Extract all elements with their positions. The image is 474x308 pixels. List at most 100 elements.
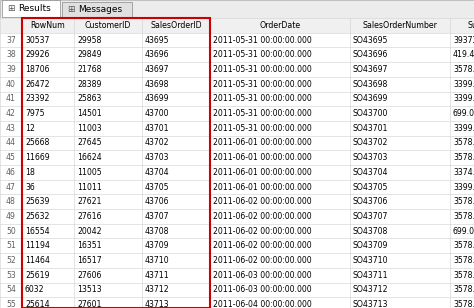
- Text: SO43698: SO43698: [353, 80, 388, 89]
- Text: 29926: 29926: [25, 50, 49, 59]
- Text: 43703: 43703: [145, 153, 170, 162]
- Text: SO43704: SO43704: [353, 168, 389, 177]
- Text: 2011-06-01 00:00:00.000: 2011-06-01 00:00:00.000: [213, 139, 312, 148]
- Text: 43709: 43709: [145, 241, 170, 250]
- Text: 2011-05-31 00:00:00.000: 2011-05-31 00:00:00.000: [213, 94, 312, 103]
- Text: 48: 48: [6, 197, 16, 206]
- Text: 38: 38: [6, 50, 16, 59]
- Text: 16554: 16554: [25, 227, 50, 236]
- Text: ⊞: ⊞: [7, 4, 15, 13]
- Text: 3578.27: 3578.27: [453, 153, 474, 162]
- Text: 43: 43: [6, 124, 16, 133]
- Text: 13513: 13513: [77, 286, 101, 294]
- Bar: [0, 209, 474, 224]
- Bar: [0, 136, 474, 150]
- Text: SO43709: SO43709: [353, 241, 388, 250]
- Text: 2011-06-02 00:00:00.000: 2011-06-02 00:00:00.000: [213, 227, 311, 236]
- Text: 41: 41: [6, 94, 16, 103]
- Text: 30537: 30537: [25, 35, 49, 45]
- Text: 7975: 7975: [25, 109, 45, 118]
- Text: 3374.99: 3374.99: [453, 168, 474, 177]
- Text: 6032: 6032: [25, 286, 45, 294]
- Text: 42: 42: [6, 109, 16, 118]
- Bar: [0, 180, 474, 194]
- Text: 419.4589: 419.4589: [453, 50, 474, 59]
- Text: 27606: 27606: [77, 271, 101, 280]
- Text: 23392: 23392: [25, 94, 49, 103]
- Text: 2011-06-02 00:00:00.000: 2011-06-02 00:00:00.000: [213, 212, 311, 221]
- Text: 21768: 21768: [77, 65, 101, 74]
- Text: 43700: 43700: [145, 109, 170, 118]
- Text: 3578.27: 3578.27: [453, 271, 474, 280]
- Text: 3578.27: 3578.27: [453, 65, 474, 74]
- Text: SO43712: SO43712: [353, 286, 389, 294]
- Text: 16517: 16517: [77, 256, 101, 265]
- Text: 2011-06-01 00:00:00.000: 2011-06-01 00:00:00.000: [213, 183, 312, 192]
- Bar: [0, 62, 474, 77]
- Text: 3578.27: 3578.27: [453, 212, 474, 221]
- Text: 53: 53: [6, 271, 16, 280]
- Text: 2011-06-02 00:00:00.000: 2011-06-02 00:00:00.000: [213, 256, 311, 265]
- Text: 3399.99: 3399.99: [453, 183, 474, 192]
- Text: SO43707: SO43707: [353, 212, 388, 221]
- Text: 43712: 43712: [145, 286, 170, 294]
- Text: 43699: 43699: [145, 94, 170, 103]
- Bar: [0, 106, 474, 121]
- Text: 43697: 43697: [145, 65, 170, 74]
- Text: SO43701: SO43701: [353, 124, 389, 133]
- Text: SubTotal: SubTotal: [467, 21, 474, 30]
- Text: 43696: 43696: [145, 50, 170, 59]
- Text: CustomerID: CustomerID: [85, 21, 131, 30]
- Text: ⊞: ⊞: [67, 5, 74, 14]
- Text: 28389: 28389: [77, 80, 101, 89]
- Text: 43701: 43701: [145, 124, 170, 133]
- Text: 3578.27: 3578.27: [453, 256, 474, 265]
- Text: 43711: 43711: [145, 271, 170, 280]
- Text: 16351: 16351: [77, 241, 101, 250]
- Text: 25639: 25639: [25, 197, 49, 206]
- Text: 43704: 43704: [145, 168, 170, 177]
- Text: 11011: 11011: [77, 183, 102, 192]
- Bar: [22, 18, 210, 308]
- Text: SO43708: SO43708: [353, 227, 388, 236]
- Text: 25668: 25668: [25, 139, 49, 148]
- Text: 37: 37: [6, 35, 16, 45]
- Text: 14501: 14501: [77, 109, 102, 118]
- Text: 43713: 43713: [145, 300, 170, 308]
- Text: 3399.99: 3399.99: [453, 94, 474, 103]
- Text: 43707: 43707: [145, 212, 170, 221]
- Text: 25632: 25632: [25, 212, 49, 221]
- Text: 43702: 43702: [145, 139, 170, 148]
- Text: 26472: 26472: [25, 80, 49, 89]
- Text: 3578.27: 3578.27: [453, 300, 474, 308]
- Text: 16624: 16624: [77, 153, 101, 162]
- Text: 36: 36: [25, 183, 35, 192]
- Text: SO43710: SO43710: [353, 256, 389, 265]
- Text: 3399.99: 3399.99: [453, 124, 474, 133]
- Text: 43698: 43698: [145, 80, 170, 89]
- Text: 2011-06-02 00:00:00.000: 2011-06-02 00:00:00.000: [213, 197, 311, 206]
- Bar: [0, 283, 474, 297]
- Text: SalesOrderID: SalesOrderID: [150, 21, 202, 30]
- Text: SO43697: SO43697: [353, 65, 388, 74]
- Text: SO43699: SO43699: [353, 94, 388, 103]
- Text: 39373.781: 39373.781: [453, 35, 474, 45]
- Bar: [0, 224, 474, 238]
- Text: SO43702: SO43702: [353, 139, 388, 148]
- Text: 20042: 20042: [77, 227, 101, 236]
- Text: 55: 55: [6, 300, 16, 308]
- Text: RowNum: RowNum: [31, 21, 65, 30]
- Text: 27621: 27621: [77, 197, 101, 206]
- Text: 25614: 25614: [25, 300, 50, 308]
- Text: 29849: 29849: [77, 50, 101, 59]
- Text: 45: 45: [6, 153, 16, 162]
- Text: 2011-06-03 00:00:00.000: 2011-06-03 00:00:00.000: [213, 286, 311, 294]
- Text: SO43711: SO43711: [353, 271, 389, 280]
- Text: SalesOrderNumber: SalesOrderNumber: [363, 21, 438, 30]
- Text: 3578.27: 3578.27: [453, 241, 474, 250]
- Bar: [0, 297, 474, 308]
- Text: SO43705: SO43705: [353, 183, 388, 192]
- Text: 2011-06-03 00:00:00.000: 2011-06-03 00:00:00.000: [213, 271, 311, 280]
- Text: 25619: 25619: [25, 271, 49, 280]
- Text: 11464: 11464: [25, 256, 50, 265]
